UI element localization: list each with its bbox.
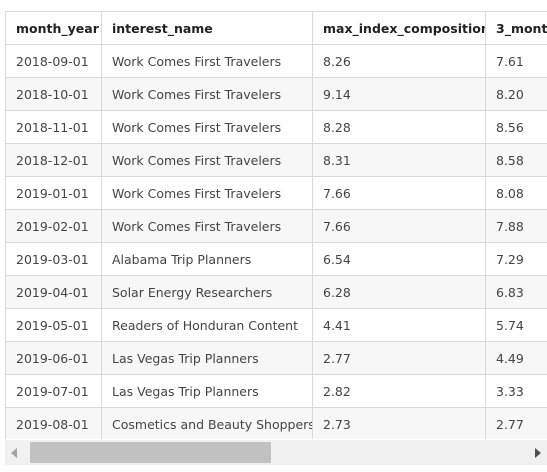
cell-3-month-moving-avg: 8.20 <box>485 77 547 111</box>
column-header-month-year[interactable]: month_year <box>5 11 102 45</box>
cell-interest-name: Readers of Honduran Content <box>101 308 313 342</box>
cell-3-month-moving-avg: 4.49 <box>485 341 547 375</box>
cell-3-month-moving-avg: 6.83 <box>485 275 547 309</box>
cell-month-year: 2018-09-01 <box>5 44 102 78</box>
cell-month-year: 2018-10-01 <box>5 77 102 111</box>
results-table: month_year interest_name max_index_compo… <box>5 11 547 439</box>
table-row: 2018-11-01 Work Comes First Travelers 8.… <box>5 110 547 144</box>
cell-3-month-moving-avg: 3.33 <box>485 374 547 408</box>
chevron-right-icon <box>535 447 541 458</box>
scroll-right-button[interactable] <box>529 440 547 465</box>
cell-month-year: 2019-05-01 <box>5 308 102 342</box>
results-table-container[interactable]: month_year interest_name max_index_compo… <box>5 11 547 439</box>
header-row: month_year interest_name max_index_compo… <box>5 11 547 45</box>
cell-month-year: 2018-12-01 <box>5 143 102 177</box>
table-row: 2019-08-01 Cosmetics and Beauty Shoppers… <box>5 407 547 439</box>
cell-3-month-moving-avg: 7.29 <box>485 242 547 276</box>
cell-max-index-composition: 2.73 <box>312 407 486 439</box>
cell-3-month-moving-avg: 8.08 <box>485 176 547 210</box>
cell-3-month-moving-avg: 7.61 <box>485 44 547 78</box>
cell-interest-name: Work Comes First Travelers <box>101 110 313 144</box>
table-row: 2018-09-01 Work Comes First Travelers 8.… <box>5 44 547 78</box>
cell-month-year: 2019-02-01 <box>5 209 102 243</box>
table-row: 2018-12-01 Work Comes First Travelers 8.… <box>5 143 547 177</box>
scrollbar-thumb[interactable] <box>30 442 271 463</box>
cell-month-year: 2019-08-01 <box>5 407 102 439</box>
cell-max-index-composition: 8.31 <box>312 143 486 177</box>
table-row: 2019-06-01 Las Vegas Trip Planners 2.77 … <box>5 341 547 375</box>
table-row: 2019-07-01 Las Vegas Trip Planners 2.82 … <box>5 374 547 408</box>
cell-interest-name: Cosmetics and Beauty Shoppers <box>101 407 313 439</box>
cell-interest-name: Work Comes First Travelers <box>101 44 313 78</box>
scroll-left-button[interactable] <box>5 440 23 465</box>
table-row: 2019-03-01 Alabama Trip Planners 6.54 7.… <box>5 242 547 276</box>
cell-month-year: 2019-07-01 <box>5 374 102 408</box>
cell-month-year: 2018-11-01 <box>5 110 102 144</box>
cell-3-month-moving-avg: 8.58 <box>485 143 547 177</box>
table-row: 2019-01-01 Work Comes First Travelers 7.… <box>5 176 547 210</box>
column-header-3-month-moving-avg[interactable]: 3_month_moving_avg <box>485 11 547 45</box>
cell-month-year: 2019-03-01 <box>5 242 102 276</box>
cell-max-index-composition: 6.28 <box>312 275 486 309</box>
cell-max-index-composition: 2.77 <box>312 341 486 375</box>
cell-month-year: 2019-01-01 <box>5 176 102 210</box>
cell-max-index-composition: 8.28 <box>312 110 486 144</box>
cell-max-index-composition: 2.82 <box>312 374 486 408</box>
table-row: 2018-10-01 Work Comes First Travelers 9.… <box>5 77 547 111</box>
table-row: 2019-05-01 Readers of Honduran Content 4… <box>5 308 547 342</box>
cell-3-month-moving-avg: 2.77 <box>485 407 547 439</box>
cell-3-month-moving-avg: 5.74 <box>485 308 547 342</box>
cell-max-index-composition: 9.14 <box>312 77 486 111</box>
cell-interest-name: Work Comes First Travelers <box>101 77 313 111</box>
table-row: 2019-04-01 Solar Energy Researchers 6.28… <box>5 275 547 309</box>
column-header-max-index-composition[interactable]: max_index_composition <box>312 11 486 45</box>
cell-max-index-composition: 7.66 <box>312 209 486 243</box>
chevron-left-icon <box>11 447 17 458</box>
table-row: 2019-02-01 Work Comes First Travelers 7.… <box>5 209 547 243</box>
cell-interest-name: Las Vegas Trip Planners <box>101 341 313 375</box>
cell-max-index-composition: 4.41 <box>312 308 486 342</box>
cell-interest-name: Solar Energy Researchers <box>101 275 313 309</box>
cell-month-year: 2019-06-01 <box>5 341 102 375</box>
cell-interest-name: Work Comes First Travelers <box>101 209 313 243</box>
cell-max-index-composition: 8.26 <box>312 44 486 78</box>
cell-interest-name: Work Comes First Travelers <box>101 176 313 210</box>
cell-month-year: 2019-04-01 <box>5 275 102 309</box>
cell-interest-name: Alabama Trip Planners <box>101 242 313 276</box>
cell-interest-name: Work Comes First Travelers <box>101 143 313 177</box>
horizontal-scrollbar[interactable] <box>5 440 547 465</box>
cell-3-month-moving-avg: 7.88 <box>485 209 547 243</box>
cell-interest-name: Las Vegas Trip Planners <box>101 374 313 408</box>
cell-max-index-composition: 6.54 <box>312 242 486 276</box>
cell-3-month-moving-avg: 8.56 <box>485 110 547 144</box>
cell-max-index-composition: 7.66 <box>312 176 486 210</box>
column-header-interest-name[interactable]: interest_name <box>101 11 313 45</box>
